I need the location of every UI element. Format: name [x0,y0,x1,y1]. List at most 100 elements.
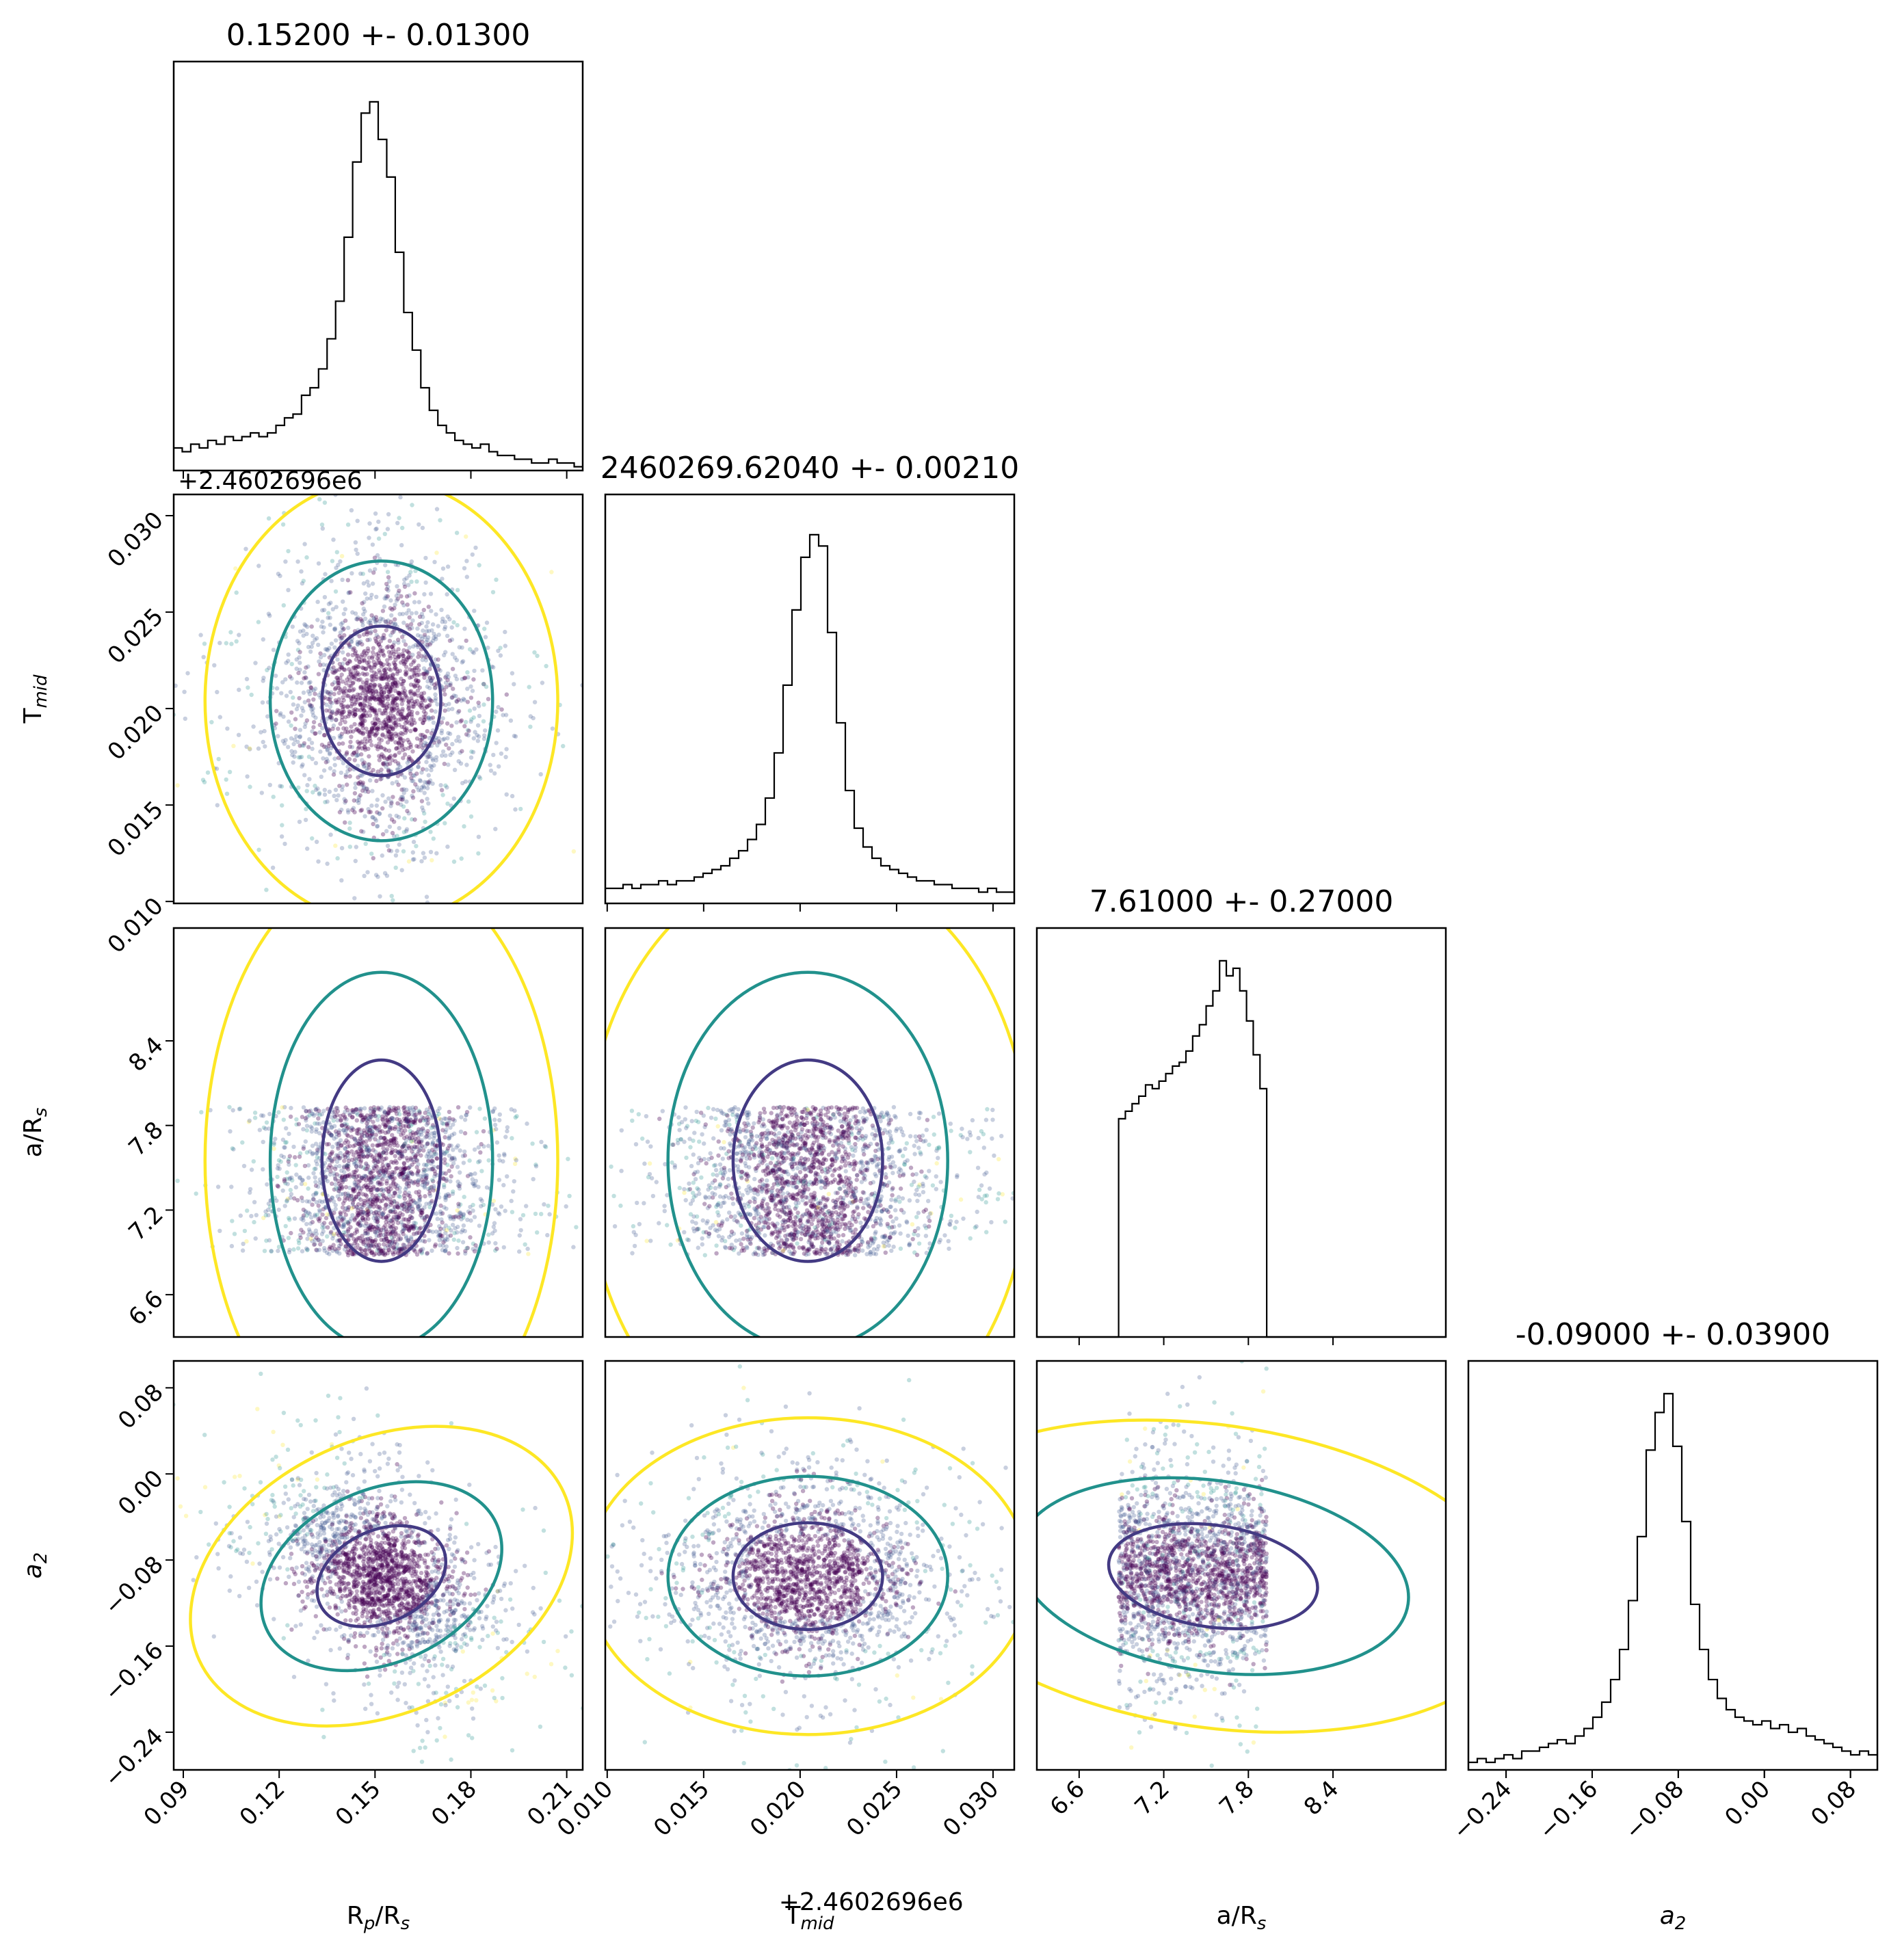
sample-point [382,1139,387,1145]
sample-point [384,1181,389,1186]
sample-point [289,676,294,681]
sample-point [465,1174,471,1178]
sample-point [437,1116,442,1121]
sample-point [313,715,318,720]
sample-point [375,823,380,829]
sample-point [393,717,398,722]
sample-point [391,661,397,665]
sample-point [342,657,347,662]
sample-point [390,644,395,649]
sample-point [432,1174,437,1179]
sample-point [421,1148,426,1153]
sample-point [374,1175,379,1180]
sample-point [356,1221,361,1227]
sample-point [335,856,340,861]
sample-point [353,712,358,717]
sample-point [455,623,460,628]
sample-point [302,724,307,730]
sample-point [461,1223,466,1228]
sample-point [414,844,419,849]
sample-point [389,817,395,822]
sample-point [301,628,306,633]
sample-point [263,744,267,749]
sample-point [452,1230,457,1236]
sample-point [339,1117,343,1122]
sample-point [414,736,420,741]
sample-point [426,1111,431,1117]
sample-point [374,728,379,732]
sample-point [367,685,372,690]
sample-point [333,1167,338,1171]
sample-point [490,1109,495,1115]
sample-point [367,659,371,665]
sample-point [401,1135,407,1141]
sample-point [367,1128,372,1133]
sample-point [443,1161,447,1165]
sample-point [358,716,363,721]
sample-point [360,705,365,711]
sample-point [297,819,302,824]
sample-point [287,674,293,679]
sample-point [284,1140,289,1145]
sample-point [396,1129,401,1135]
sample-point [374,633,379,637]
sample-point [405,737,410,743]
sample-point [416,744,421,750]
sample-point [358,696,362,700]
sample-point [388,734,393,739]
sample-point [433,696,438,701]
sample-point [345,1156,350,1161]
sample-point [375,1181,380,1186]
sample-point [352,1180,357,1185]
sample-point [401,657,406,661]
sample-point [430,1167,436,1171]
sample-point [310,1126,315,1130]
sample-point [380,1212,385,1217]
sample-point [274,708,279,713]
sample-point [372,1197,377,1202]
sample-point [311,790,315,795]
sample-point [334,1113,339,1117]
sample-point [323,689,328,694]
sample-point [293,1163,298,1167]
sample-point [341,704,345,709]
sample-point [437,1106,442,1111]
sample-point [386,512,391,517]
sample-point [444,1178,449,1183]
sample-point [381,703,386,708]
sample-point [454,531,460,535]
sample-point [419,737,425,742]
sample-point [364,1178,369,1183]
sample-point [308,680,313,685]
sample-point [379,648,384,653]
sample-point [542,1143,547,1149]
sample-point [378,644,383,649]
sample-point [427,667,432,672]
sample-point [415,711,420,715]
sample-point [306,1227,312,1232]
sample-point [403,692,408,697]
sample-point [422,1216,427,1221]
sample-point [106,1252,110,1256]
sample-point [269,1249,274,1254]
sample-point [323,1215,329,1221]
sample-point [355,1210,360,1216]
sample-point [360,713,365,719]
sample-point [420,805,425,810]
sample-point [403,1118,408,1124]
sample-point [965,1137,970,1141]
sample-point [384,1151,389,1156]
sample-point [449,696,454,700]
sample-point [417,685,422,690]
sample-point [407,573,412,578]
sample-point [319,1232,325,1236]
sample-point [449,1174,453,1179]
sample-point [360,718,365,723]
sample-point [393,1158,398,1163]
sample-point [315,1107,319,1111]
sample-point [397,1117,402,1123]
sample-point [285,1170,289,1175]
sample-point [316,1148,321,1153]
sample-point [384,685,389,689]
sample-point [368,697,373,702]
